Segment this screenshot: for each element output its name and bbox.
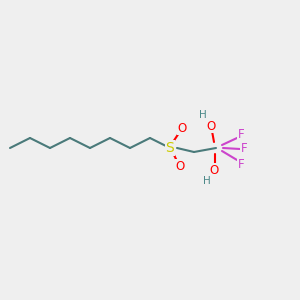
Text: O: O: [176, 160, 184, 172]
Text: O: O: [206, 119, 216, 133]
Text: F: F: [238, 158, 244, 170]
Text: S: S: [166, 141, 174, 155]
Text: O: O: [177, 122, 187, 134]
Text: F: F: [241, 142, 247, 155]
Text: H: H: [203, 176, 211, 186]
Text: O: O: [209, 164, 219, 176]
Text: F: F: [238, 128, 244, 140]
Text: H: H: [199, 110, 207, 120]
